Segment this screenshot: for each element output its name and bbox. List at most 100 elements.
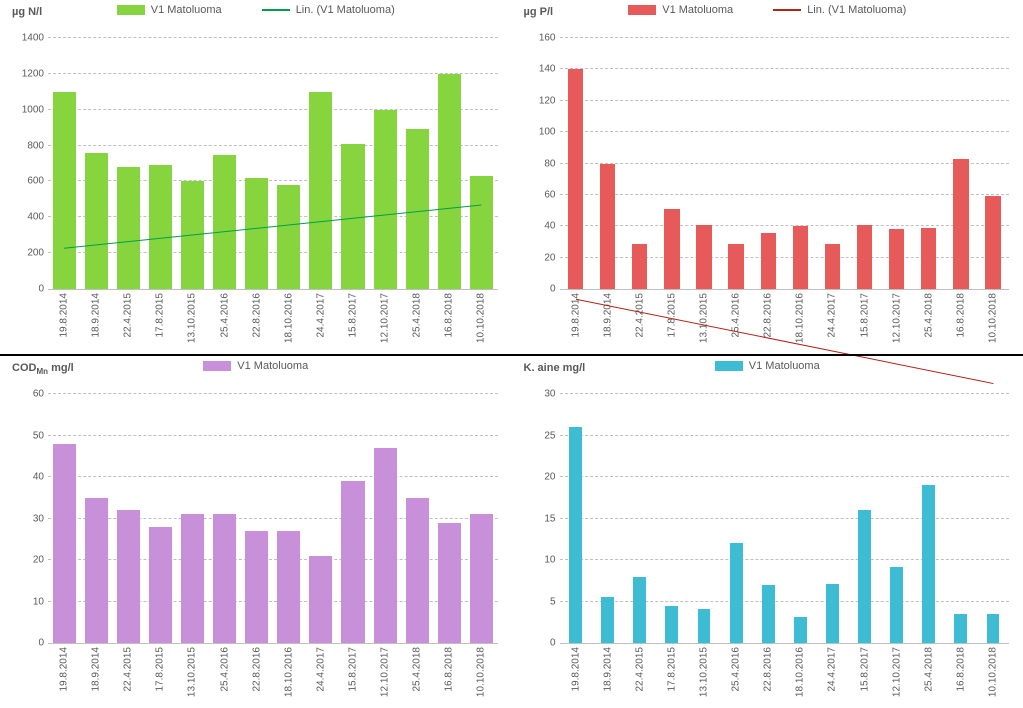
bar-slot: 13.10.2015	[688, 394, 720, 643]
bar-swatch	[117, 5, 145, 15]
bar	[921, 228, 936, 289]
y-tick-label: 100	[539, 127, 556, 138]
y-tick-label: 800	[27, 140, 44, 151]
x-tick-label: 17.8.2015	[666, 647, 677, 692]
bar-slot: 19.8.2014	[560, 38, 592, 289]
bar	[470, 514, 493, 643]
plot-area: 020040060080010001200140019.8.201418.9.2…	[48, 38, 498, 290]
bar-slot: 25.4.2016	[720, 38, 752, 289]
line-swatch	[773, 9, 801, 11]
y-tick-label: 200	[27, 248, 44, 259]
bar	[954, 614, 967, 643]
bar	[698, 609, 711, 643]
bar-slot: 13.10.2015	[688, 38, 720, 289]
bar-slot: 10.10.2018	[977, 394, 1009, 643]
legend-line-item: Lin. (V1 Matoluoma)	[773, 4, 906, 16]
bar-slot: 22.4.2015	[624, 38, 656, 289]
x-tick-label: 16.8.2018	[444, 647, 455, 692]
bar	[826, 584, 839, 643]
bar	[632, 244, 647, 289]
y-tick-label: 10	[33, 596, 44, 607]
x-tick-label: 10.10.2018	[987, 647, 998, 697]
bar-slot: 25.4.2018	[401, 38, 433, 289]
bar-slot: 25.4.2018	[913, 394, 945, 643]
x-tick-label: 25.4.2016	[219, 647, 230, 692]
plot-area: 02040608010012014016019.8.201418.9.20142…	[560, 38, 1010, 290]
x-tick-label: 10.10.2018	[987, 293, 998, 343]
bar	[987, 614, 1000, 643]
bar-slot: 19.8.2014	[48, 394, 80, 643]
bar-slot: 19.8.2014	[48, 38, 80, 289]
x-tick-label: 19.8.2014	[570, 647, 581, 692]
bar-slot: 12.10.2017	[881, 394, 913, 643]
bar	[341, 481, 364, 643]
bar-slot: 15.8.2017	[337, 394, 369, 643]
bar-slot: 22.8.2016	[752, 394, 784, 643]
bar-slot: 17.8.2015	[656, 394, 688, 643]
legend-line-label: Lin. (V1 Matoluoma)	[807, 4, 906, 16]
bar	[858, 510, 871, 643]
y-tick-label: 20	[33, 555, 44, 566]
bar	[728, 244, 743, 289]
y-tick-label: 120	[539, 95, 556, 106]
x-tick-label: 18.10.2016	[795, 293, 806, 343]
y-tick-label: 0	[550, 638, 556, 649]
bar	[762, 585, 775, 643]
x-tick-label: 13.10.2015	[187, 293, 198, 343]
x-tick-label: 18.9.2014	[91, 647, 102, 692]
y-tick-label: 10	[544, 555, 555, 566]
bar	[857, 225, 872, 289]
bar-slot: 22.8.2016	[241, 38, 273, 289]
bar-slot: 22.4.2015	[624, 394, 656, 643]
bar	[825, 244, 840, 289]
bar-slot: 25.4.2018	[401, 394, 433, 643]
bar-slot: 10.10.2018	[465, 38, 497, 289]
bar-slot: 12.10.2017	[369, 38, 401, 289]
bar	[568, 69, 583, 289]
legend-bar-label: V1 Matoluoma	[749, 360, 820, 372]
bar	[438, 523, 461, 643]
bar	[85, 153, 108, 289]
bar-slot: 18.10.2016	[784, 38, 816, 289]
y-tick-label: 0	[38, 638, 44, 649]
x-tick-label: 10.10.2018	[476, 293, 487, 343]
bar	[569, 427, 582, 643]
x-tick-label: 16.8.2018	[955, 647, 966, 692]
x-tick-label: 15.8.2017	[348, 293, 359, 338]
bar	[213, 155, 236, 289]
x-tick-label: 13.10.2015	[187, 647, 198, 697]
y-tick-label: 5	[550, 596, 556, 607]
x-tick-label: 22.8.2016	[251, 647, 262, 692]
bar-slot: 10.10.2018	[977, 38, 1009, 289]
x-tick-label: 18.9.2014	[602, 647, 613, 692]
x-tick-label: 18.10.2016	[283, 647, 294, 697]
bar-slot: 18.9.2014	[80, 38, 112, 289]
legend-bar-item: V1 Matoluoma	[203, 360, 308, 372]
x-tick-label: 24.4.2017	[315, 647, 326, 692]
bar-swatch	[715, 361, 743, 371]
panel-phosphorus: µg P/l V1 Matoluoma Lin. (V1 Matoluoma) …	[512, 0, 1023, 354]
bar	[890, 567, 903, 643]
plot-area: 05101520253019.8.201418.9.201422.4.20151…	[560, 394, 1010, 644]
bar-slot: 13.10.2015	[176, 394, 208, 643]
bar-slot: 17.8.2015	[656, 38, 688, 289]
x-tick-label: 12.10.2017	[380, 647, 391, 697]
x-tick-label: 22.4.2015	[123, 293, 134, 338]
legend: V1 Matoluoma Lin. (V1 Matoluoma)	[512, 4, 1023, 16]
x-tick-label: 25.4.2016	[219, 293, 230, 338]
bar-slot: 12.10.2017	[369, 394, 401, 643]
x-tick-label: 18.10.2016	[283, 293, 294, 343]
y-tick-label: 1000	[22, 104, 44, 115]
x-tick-label: 22.4.2015	[123, 647, 134, 692]
legend-bar-item: V1 Matoluoma	[628, 4, 733, 16]
x-tick-label: 17.8.2015	[155, 647, 166, 692]
x-tick-label: 15.8.2017	[859, 647, 870, 692]
bar-slot: 24.4.2017	[816, 38, 848, 289]
x-tick-label: 17.8.2015	[666, 293, 677, 338]
bar	[794, 617, 807, 643]
x-tick-label: 10.10.2018	[476, 647, 487, 697]
x-tick-label: 24.4.2017	[315, 293, 326, 338]
y-tick-label: 0	[550, 284, 556, 295]
x-tick-label: 15.8.2017	[859, 293, 870, 338]
bar	[600, 164, 615, 290]
